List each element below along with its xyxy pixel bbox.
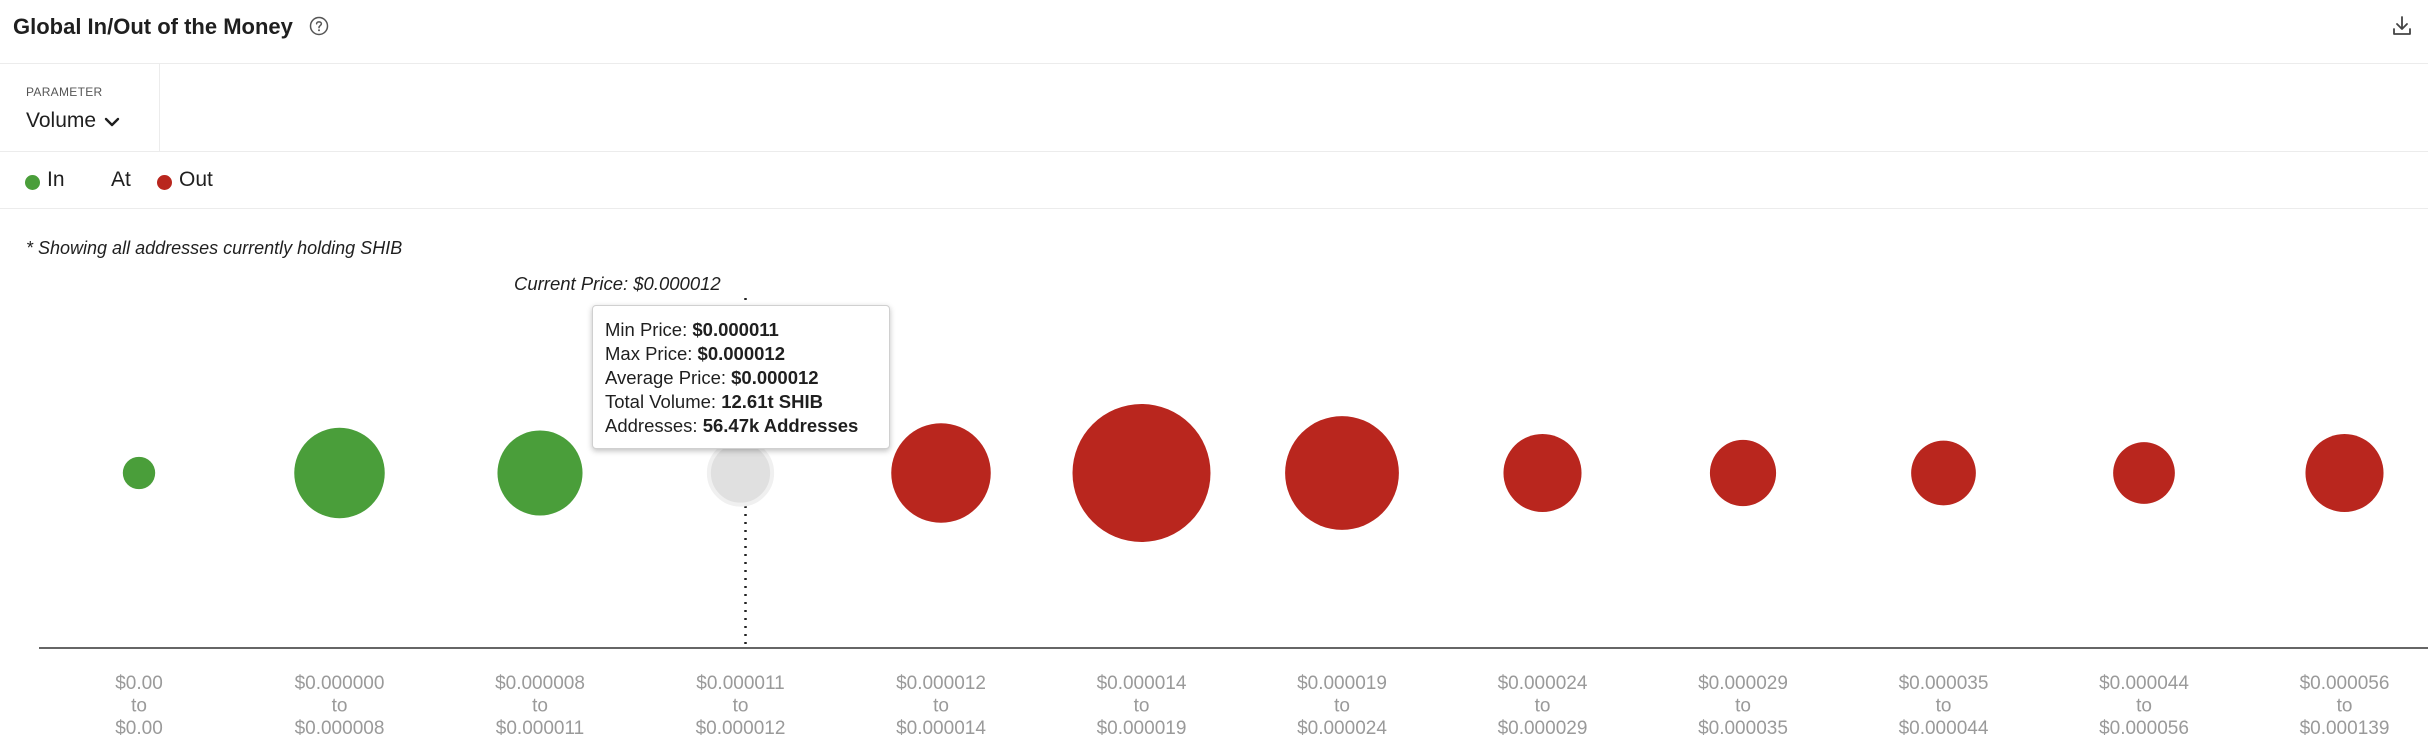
bubble-out[interactable]: [1285, 416, 1399, 530]
tick-label: $0.000012: [896, 673, 986, 694]
tick-label: $0.000014: [896, 718, 986, 739]
current-price-label: Current Price: $0.000012: [514, 273, 721, 294]
tick-label: $0.000056: [2099, 718, 2189, 739]
tick-label-to: to: [532, 696, 548, 717]
parameter-value: Volume: [26, 109, 97, 132]
tick-label-to: to: [131, 696, 147, 717]
tick-label-to: to: [2337, 696, 2353, 717]
bubble-out[interactable]: [1911, 440, 1976, 506]
bubble-in[interactable]: [294, 427, 385, 519]
tick-label: $0.000056: [2300, 673, 2390, 694]
tick-label-to: to: [733, 696, 749, 717]
tick-label: $0.000024: [1297, 718, 1387, 739]
legend-out-dot: [157, 175, 172, 190]
tooltip-min-price: Min Price: $0.000011: [605, 319, 779, 340]
tick-label: $0.000000: [295, 673, 385, 694]
tick-label: $0.00: [115, 673, 163, 694]
tick-label: $0.000024: [1498, 673, 1588, 694]
bubble-out[interactable]: [1072, 404, 1211, 542]
tick-label: $0.000008: [295, 718, 385, 739]
tick-label: $0.000011: [496, 718, 584, 739]
bubble-out[interactable]: [2305, 433, 2384, 513]
parameter-select[interactable]: PARAMETER Volume: [0, 64, 160, 151]
tick-label-to: to: [933, 696, 949, 717]
bubble-at[interactable]: [706, 439, 775, 507]
parameter-row: PARAMETER Volume: [0, 64, 2428, 152]
bubble-out[interactable]: [1503, 433, 1582, 513]
chart-tooltip: Min Price: $0.000011 Max Price: $0.00001…: [592, 305, 890, 449]
legend-in-dot: [25, 175, 40, 190]
tick-label: $0.000044: [2099, 673, 2189, 694]
legend: In At Out: [0, 152, 2428, 209]
parameter-label: PARAMETER: [26, 85, 103, 99]
tick-label-to: to: [1535, 696, 1551, 717]
tick-label: $0.000011: [696, 673, 784, 694]
chevron-down-icon: [104, 117, 120, 127]
tooltip-addresses: Addresses: 56.47k Addresses: [605, 415, 859, 436]
holding-note: * Showing all addresses currently holdin…: [26, 238, 403, 258]
widget-title: Global In/Out of the Money: [13, 14, 293, 39]
legend-item-in[interactable]: In: [47, 168, 65, 191]
tick-label: $0.000008: [495, 673, 585, 694]
tick-label: $0.000029: [1498, 718, 1588, 739]
legend-item-out[interactable]: Out: [179, 168, 213, 191]
tick-label: $0.000012: [696, 718, 786, 739]
bubble-out[interactable]: [1709, 439, 1777, 507]
tick-label: $0.000139: [2300, 718, 2390, 739]
bubble-out[interactable]: [891, 423, 991, 523]
tick-label: $0.000029: [1698, 673, 1788, 694]
legend-item-at[interactable]: At: [111, 168, 131, 191]
bubble-in[interactable]: [122, 456, 156, 490]
tooltip-average-price: Average Price: $0.000012: [605, 367, 819, 388]
widget-header: Global In/Out of the Money: [0, 0, 2428, 64]
tick-label: $0.000019: [1297, 673, 1387, 694]
bubble-chart: Current Price: $0.000012$0.00to$0.00$0.0…: [39, 273, 2428, 739]
tooltip-total-volume: Total Volume: 12.61t SHIB: [605, 391, 823, 412]
tick-label: $0.000035: [1698, 718, 1788, 739]
help-circle-icon[interactable]: [309, 16, 329, 36]
tooltip-max-price: Max Price: $0.000012: [605, 343, 785, 364]
tick-label: $0.000044: [1899, 718, 1989, 739]
tick-label-to: to: [332, 696, 348, 717]
bubble-in[interactable]: [497, 430, 583, 516]
tick-label-to: to: [1936, 696, 1952, 717]
tick-label: $0.000019: [1097, 718, 1187, 739]
bubble-out[interactable]: [2113, 442, 2175, 504]
tick-label: $0.000035: [1899, 673, 1989, 694]
tick-label-to: to: [1334, 696, 1350, 717]
tick-label: $0.00: [115, 718, 163, 739]
tick-label-to: to: [2136, 696, 2152, 717]
tick-label-to: to: [1735, 696, 1751, 717]
tick-label-to: to: [1134, 696, 1150, 717]
download-icon[interactable]: [2390, 14, 2414, 38]
tick-label: $0.000014: [1097, 673, 1187, 694]
